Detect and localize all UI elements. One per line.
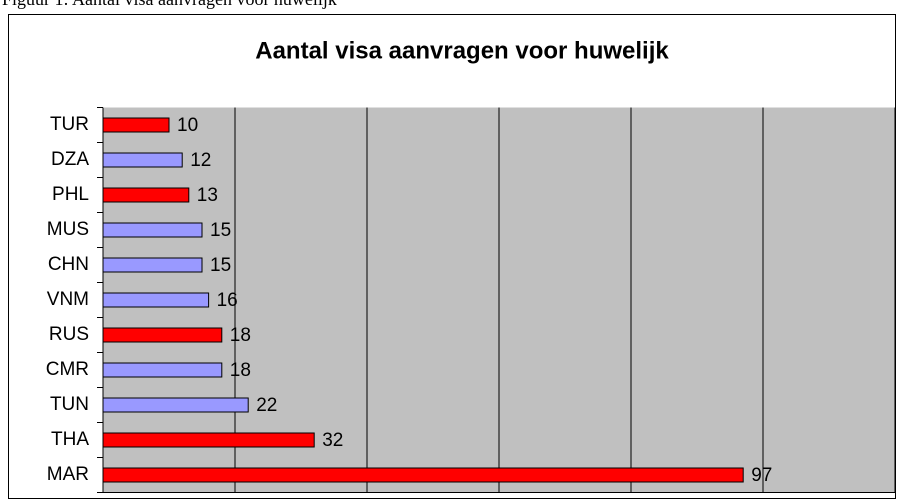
y-tick-label: CHN	[48, 254, 89, 275]
data-label: 12	[190, 150, 211, 171]
y-tick-label: DZA	[51, 149, 89, 170]
data-label: 13	[197, 185, 218, 206]
y-tick-label: VNM	[47, 289, 89, 310]
data-label: 32	[322, 430, 343, 451]
data-label: 22	[256, 395, 277, 416]
data-label: 16	[217, 290, 238, 311]
data-label: 15	[210, 255, 231, 276]
bar	[102, 187, 190, 203]
bar	[102, 117, 170, 133]
bar	[102, 397, 249, 413]
data-label: 18	[230, 325, 251, 346]
y-tick-label: MUS	[47, 219, 89, 240]
bar	[102, 362, 223, 378]
data-label: 97	[751, 465, 772, 486]
data-label: 18	[230, 360, 251, 381]
bar	[102, 222, 203, 238]
bar	[102, 152, 183, 168]
bar	[102, 432, 315, 448]
y-tick-label: TUN	[50, 394, 89, 415]
y-tick-label: PHL	[52, 184, 89, 205]
y-tick-label: THA	[51, 429, 89, 450]
caption: Figuur 1: Aantal visa aanvragen voor huw…	[2, 0, 337, 9]
chart-title: Aantal visa aanvragen voor huwelijk	[255, 37, 669, 64]
y-tick-label: RUS	[49, 324, 89, 345]
bar	[102, 292, 210, 308]
y-tick-label: TUR	[50, 114, 89, 135]
bar	[102, 257, 203, 273]
bar	[102, 467, 744, 483]
bar	[102, 327, 223, 343]
data-label: 10	[177, 115, 198, 136]
y-tick-label: CMR	[46, 359, 89, 380]
data-label: 15	[210, 220, 231, 241]
y-tick-label: MAR	[47, 464, 89, 485]
